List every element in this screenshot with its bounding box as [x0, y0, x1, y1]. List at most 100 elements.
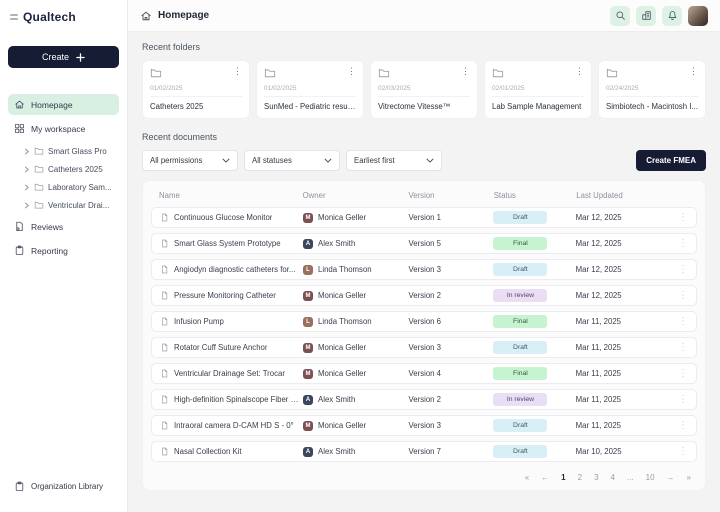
pagination-next-icon[interactable]: → [666, 473, 675, 482]
folder-name: SunMed - Pediatric resusc... [264, 102, 356, 111]
status-badge: Draft [493, 211, 548, 224]
column-header-name: Name [159, 191, 180, 200]
folder-card-menu-icon[interactable]: ⋮ [575, 66, 584, 76]
search-button[interactable] [610, 5, 630, 26]
pagination: « ← 1 2 3 4 ... 10 → » [151, 467, 697, 486]
sidebar-item-organization-library[interactable]: Organization Library [8, 476, 119, 497]
owner-avatar: A [303, 394, 314, 405]
row-menu-icon[interactable]: ⋮ [674, 290, 688, 301]
sidebar-nav: Homepage My workspace Smart Glass Pro Ca… [8, 94, 119, 264]
recent-folders-title: Recent folders [142, 42, 201, 52]
folder-card-menu-icon[interactable]: ⋮ [461, 66, 470, 76]
chevron-down-icon [324, 158, 332, 163]
create-button-label: Create [41, 52, 69, 62]
create-button[interactable]: Create [8, 46, 119, 68]
pagination-page-10[interactable]: 10 [645, 473, 655, 482]
sidebar-item-reporting[interactable]: Reporting [8, 240, 119, 261]
table-row[interactable]: Infusion Pump L Linda Thomson Version 6 F… [151, 311, 697, 332]
pagination-page-4[interactable]: 4 [610, 473, 615, 482]
column-header-updated: Last Updated [576, 191, 623, 200]
folder-card-menu-icon[interactable]: ⋮ [689, 66, 698, 76]
tree-item-laboratory-samples[interactable]: Laboratory Sam... [8, 178, 119, 196]
chevron-right-icon [24, 184, 29, 190]
home-icon [15, 100, 24, 109]
row-menu-icon[interactable]: ⋮ [674, 342, 688, 353]
sidebar: Qualtech Create Homepage My workspace Sm… [0, 0, 128, 512]
chevron-down-icon [426, 158, 434, 163]
status-badge: Draft [493, 341, 548, 354]
document-icon [162, 395, 168, 404]
chevron-right-icon [24, 148, 29, 154]
statuses-filter-select[interactable]: All statuses [244, 150, 340, 171]
row-menu-icon[interactable]: ⋮ [674, 394, 688, 405]
row-menu-icon[interactable]: ⋮ [674, 368, 688, 379]
row-menu-icon[interactable]: ⋮ [674, 238, 688, 249]
folder-card[interactable]: ⋮ 01/02/2025 Catheters 2025 [142, 60, 250, 119]
table-row[interactable]: Continuous Glucose Monitor M Monica Gelle… [151, 207, 697, 228]
folder-card[interactable]: ⋮ 02/03/2025 Vitrectome Vitesse™ [370, 60, 478, 119]
tree-item-smart-glass-pro[interactable]: Smart Glass Pro [8, 142, 119, 160]
folder-card-menu-icon[interactable]: ⋮ [233, 66, 242, 76]
table-row[interactable]: Rotator Cuff Suture Anchor M Monica Gelle… [151, 337, 697, 358]
pagination-last-icon[interactable]: » [686, 473, 691, 482]
folder-icon [34, 201, 44, 209]
create-fmea-button[interactable]: Create FMEA [636, 150, 706, 171]
sort-order-select[interactable]: Earliest first [346, 150, 442, 171]
folder-card[interactable]: ⋮ 01/02/2025 SunMed - Pediatric resusc..… [256, 60, 364, 119]
row-menu-icon[interactable]: ⋮ [674, 316, 688, 327]
row-menu-icon[interactable]: ⋮ [674, 420, 688, 431]
table-row[interactable]: Smart Glass System Prototype A Alex Smith… [151, 233, 697, 254]
notifications-button[interactable] [662, 5, 682, 26]
sidebar-item-homepage[interactable]: Homepage [8, 94, 119, 115]
folder-icon [378, 68, 390, 78]
row-menu-icon[interactable]: ⋮ [674, 212, 688, 223]
pagination-page-1[interactable]: 1 [561, 473, 566, 482]
user-avatar[interactable] [688, 5, 708, 26]
column-header-owner: Owner [302, 191, 326, 200]
menu-icon[interactable] [10, 14, 18, 20]
status-badge: In review [493, 289, 548, 302]
folder-icon [606, 68, 618, 78]
table-row[interactable]: Intraoral camera D-CAM HD S - 0° M Monica… [151, 415, 697, 436]
pagination-page-3[interactable]: 3 [594, 473, 599, 482]
sidebar-item-reviews[interactable]: Reviews [8, 216, 119, 237]
tree-item-ventricular-drainage[interactable]: Ventricular Drai... [8, 196, 119, 214]
folder-icon [264, 68, 276, 78]
organization-button[interactable] [636, 5, 656, 26]
chevron-right-icon [24, 202, 29, 208]
pagination-ellipsis: ... [626, 473, 634, 482]
table-row[interactable]: Nasal Collection Kit A Alex Smith Version… [151, 441, 697, 462]
sidebar-item-label: Reporting [31, 245, 68, 256]
table-row[interactable]: Angiodyn diagnostic catheters for... L Li… [151, 259, 697, 280]
sidebar-item-label: Organization Library [31, 482, 104, 491]
pagination-prev-icon[interactable]: ← [541, 473, 550, 482]
owner-avatar: M [303, 290, 314, 301]
owner-avatar: M [303, 420, 314, 431]
tree-item-catheters-2025[interactable]: Catheters 2025 [8, 160, 119, 178]
folder-card[interactable]: ⋮ 02/24/2025 Simbiotech - Macintosh I... [598, 60, 706, 119]
chevron-down-icon [222, 158, 230, 163]
folder-date: 02/24/2025 [606, 79, 698, 97]
table-row[interactable]: Ventricular Drainage Set: Trocar M Monica… [151, 363, 697, 384]
folder-name: Lab Sample Management [492, 102, 582, 111]
folder-icon [150, 68, 162, 78]
folder-card[interactable]: ⋮ 02/01/2025 Lab Sample Management [484, 60, 592, 119]
status-badge: Final [493, 315, 548, 328]
main-content: Recent folders ⋮ 01/02/2025 Catheters 20… [128, 32, 720, 512]
row-menu-icon[interactable]: ⋮ [674, 446, 688, 457]
table-row[interactable]: High-definition Spinalscope Fiber O... A… [151, 389, 697, 410]
row-menu-icon[interactable]: ⋮ [674, 264, 688, 275]
owner-avatar: L [303, 264, 314, 275]
pagination-page-2[interactable]: 2 [577, 473, 583, 482]
permissions-filter-select[interactable]: All permissions [142, 150, 238, 171]
status-badge: Final [493, 237, 548, 250]
folder-card-menu-icon[interactable]: ⋮ [347, 66, 356, 76]
document-icon [162, 265, 168, 274]
pagination-first-icon[interactable]: « [524, 473, 530, 482]
table-row[interactable]: Pressure Monitoring Catheter M Monica Gel… [151, 285, 697, 306]
sidebar-item-my-workspace[interactable]: My workspace [8, 118, 119, 139]
owner-avatar: M [303, 212, 314, 223]
search-icon [616, 11, 625, 20]
folder-date: 01/02/2025 [264, 79, 356, 97]
